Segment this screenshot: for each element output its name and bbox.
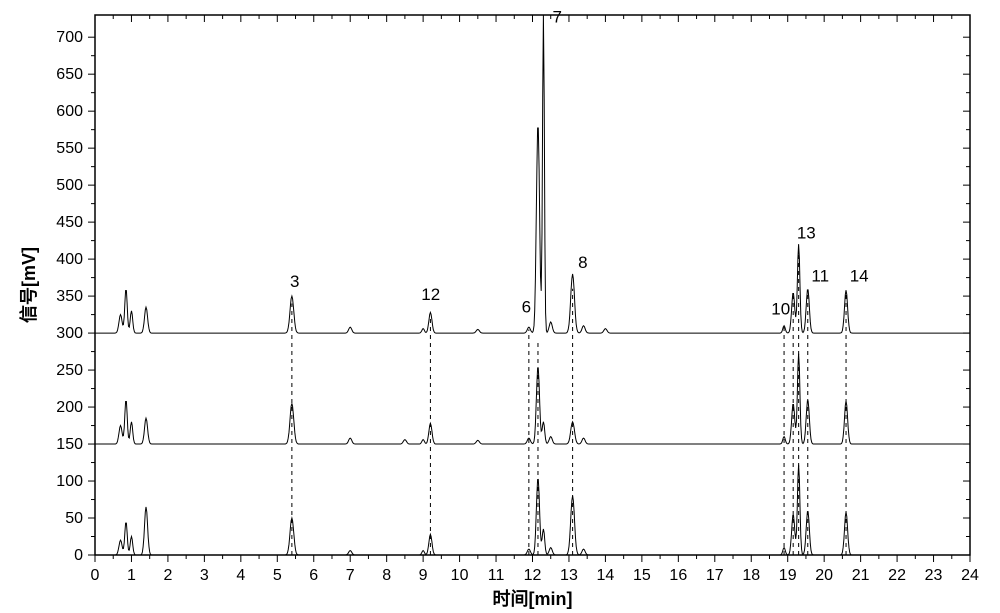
svg-text:12: 12 (524, 567, 542, 584)
svg-text:21: 21 (852, 567, 870, 584)
svg-text:550: 550 (56, 140, 83, 157)
svg-text:10: 10 (451, 567, 469, 584)
svg-text:17: 17 (706, 567, 724, 584)
trace-bottom (95, 465, 970, 555)
svg-text:700: 700 (56, 29, 83, 46)
svg-text:100: 100 (56, 473, 83, 490)
chromatogram-chart: 0123456789101112131415161718192021222324… (0, 0, 1000, 613)
svg-text:13: 13 (560, 567, 578, 584)
svg-text:0: 0 (74, 547, 83, 564)
svg-text:2: 2 (163, 567, 172, 584)
svg-text:14: 14 (597, 567, 615, 584)
svg-text:9: 9 (419, 567, 428, 584)
peak-label: 3 (290, 272, 299, 291)
svg-text:350: 350 (56, 288, 83, 305)
svg-text:6: 6 (309, 567, 318, 584)
peak-label: 7 (553, 7, 562, 26)
peak-label: 13 (797, 223, 816, 242)
svg-text:650: 650 (56, 66, 83, 83)
svg-text:23: 23 (925, 567, 943, 584)
trace-top (95, 15, 970, 334)
svg-text:18: 18 (742, 567, 760, 584)
svg-text:500: 500 (56, 177, 83, 194)
peak-label: 8 (578, 253, 587, 272)
peak-label: 6 (522, 297, 531, 316)
svg-text:600: 600 (56, 103, 83, 120)
svg-text:5: 5 (273, 567, 282, 584)
svg-text:20: 20 (815, 567, 833, 584)
y-axis-label: 信号[mV] (18, 247, 39, 323)
svg-text:15: 15 (633, 567, 651, 584)
peak-label: 11 (811, 266, 829, 285)
svg-text:150: 150 (56, 436, 83, 453)
trace-middle (95, 354, 970, 444)
svg-text:22: 22 (888, 567, 906, 584)
svg-text:3: 3 (200, 567, 209, 584)
svg-text:8: 8 (382, 567, 391, 584)
svg-text:300: 300 (56, 325, 83, 342)
svg-text:0: 0 (91, 567, 100, 584)
peak-label: 10 (771, 300, 790, 319)
svg-text:200: 200 (56, 399, 83, 416)
peak-label: 12 (421, 285, 440, 304)
svg-text:11: 11 (488, 567, 505, 584)
x-axis-label: 时间[min] (493, 589, 573, 609)
svg-text:16: 16 (669, 567, 687, 584)
svg-text:50: 50 (65, 510, 83, 527)
svg-text:1: 1 (127, 567, 136, 584)
svg-text:4: 4 (236, 567, 245, 584)
svg-text:450: 450 (56, 214, 83, 231)
peak-label: 14 (850, 266, 869, 285)
svg-text:400: 400 (56, 251, 83, 268)
svg-text:7: 7 (346, 567, 355, 584)
svg-text:19: 19 (779, 567, 797, 584)
chart-svg: 0123456789101112131415161718192021222324… (0, 0, 1000, 613)
svg-text:250: 250 (56, 362, 83, 379)
svg-text:24: 24 (961, 567, 979, 584)
